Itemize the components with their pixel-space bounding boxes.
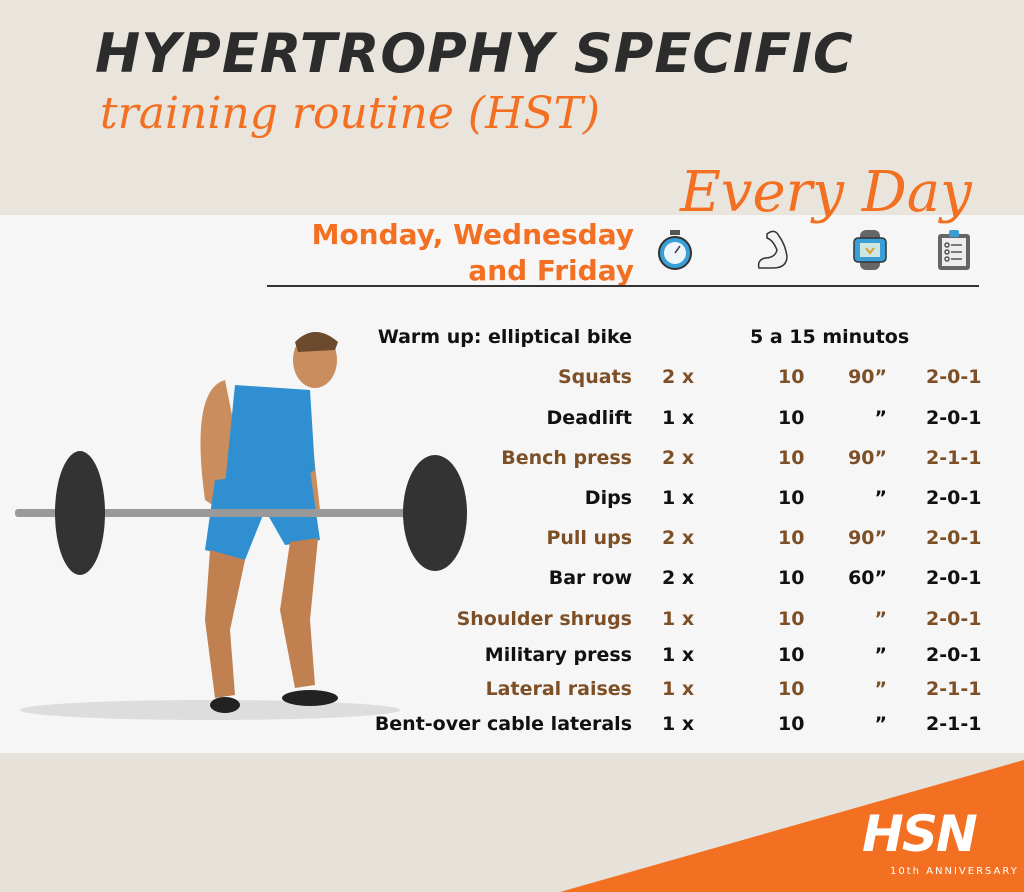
cell-tempo: 2-0-1 <box>926 644 982 666</box>
cell-rest: ” <box>874 487 888 509</box>
days-line-2: and Friday <box>468 254 634 287</box>
cell-rest: ” <box>874 644 888 666</box>
cell-rest: 90” <box>848 447 887 469</box>
cell-rest: ” <box>874 678 888 700</box>
exercise-row: Military press 1 x 10 ” 2-0-1 <box>0 640 1024 670</box>
cell-exercise: Squats <box>557 366 632 388</box>
cell-reps: 10 <box>778 644 805 666</box>
cell-exercise: Bent-over cable laterals <box>374 713 632 735</box>
cell-exercise: Bar row <box>548 567 632 589</box>
cell-tempo: 2-0-1 <box>926 527 982 549</box>
exercise-row: Deadlift 1 x 10 ” 2-0-1 <box>0 403 1024 433</box>
cell-sets: 1 x <box>662 608 695 630</box>
frequency-label: Every Day <box>680 160 972 225</box>
exercise-row: Lateral raises 1 x 10 ” 2-1-1 <box>0 674 1024 704</box>
cell-exercise: Bench press <box>501 447 632 469</box>
cell-exercise: Lateral raises <box>485 678 632 700</box>
cell-exercise: Pull ups <box>546 527 632 549</box>
page-title: HYPERTROPHY SPECIFIC <box>95 22 854 85</box>
cell-reps: 10 <box>778 527 805 549</box>
cell-tempo: 2-1-1 <box>926 713 982 735</box>
header-divider <box>267 285 979 287</box>
warmup-exercise: Warm up: elliptical bike <box>377 326 632 348</box>
cell-reps: 10 <box>778 608 805 630</box>
cell-exercise: Dips <box>584 487 632 509</box>
cell-tempo: 2-0-1 <box>926 567 982 589</box>
smartwatch-heart-icon <box>853 230 887 270</box>
cell-rest: ” <box>874 407 888 429</box>
cell-sets: 1 x <box>662 713 695 735</box>
cell-reps: 10 <box>778 678 805 700</box>
stopwatch-icon <box>658 230 692 270</box>
training-days: Monday, Wednesday and Friday <box>312 217 634 289</box>
cell-reps: 10 <box>778 407 805 429</box>
cell-reps: 10 <box>778 713 805 735</box>
cell-rest: 90” <box>848 366 887 388</box>
cell-tempo: 2-0-1 <box>926 407 982 429</box>
cell-sets: 1 x <box>662 678 695 700</box>
cell-sets: 2 x <box>662 366 695 388</box>
warmup-duration: 5 a 15 minutos <box>750 326 910 348</box>
cell-sets: 2 x <box>662 447 695 469</box>
cell-reps: 10 <box>778 567 805 589</box>
cell-exercise: Deadlift <box>546 407 632 429</box>
logo-text: HSN <box>862 805 978 863</box>
athlete-barbell-row-illustration <box>15 332 467 720</box>
cell-sets: 2 x <box>662 527 695 549</box>
anniversary-tagline: 10th ANNIVERSARY <box>890 866 1019 877</box>
warmup-row: Warm up: elliptical bike 5 a 15 minutos <box>0 322 1024 352</box>
cell-rest: 60” <box>848 567 887 589</box>
cell-tempo: 2-1-1 <box>926 678 982 700</box>
cell-sets: 1 x <box>662 487 695 509</box>
routine-panel <box>0 215 1024 753</box>
cell-rest: ” <box>874 713 888 735</box>
exercise-row: Bent-over cable laterals 1 x 10 ” 2-1-1 <box>0 709 1024 739</box>
exercise-row: Shoulder shrugs 1 x 10 ” 2-0-1 <box>0 604 1024 634</box>
cell-sets: 1 x <box>662 407 695 429</box>
exercise-row: Bench press 2 x 10 90” 2-1-1 <box>0 443 1024 473</box>
page-subtitle: training routine (HST) <box>100 88 601 139</box>
cell-tempo: 2-0-1 <box>926 487 982 509</box>
cell-reps: 10 <box>778 447 805 469</box>
clipboard-checklist-icon <box>938 230 970 270</box>
cell-rest: ” <box>874 608 888 630</box>
cell-reps: 10 <box>778 366 805 388</box>
cell-tempo: 2-0-1 <box>926 608 982 630</box>
exercise-row: Squats 2 x 10 90” 2-0-1 <box>0 362 1024 392</box>
cell-tempo: 2-0-1 <box>926 366 982 388</box>
cell-exercise: Shoulder shrugs <box>456 608 632 630</box>
days-line-1: Monday, Wednesday <box>311 218 634 251</box>
header-background <box>0 0 1024 215</box>
cell-sets: 1 x <box>662 644 695 666</box>
cell-reps: 10 <box>778 487 805 509</box>
exercise-row: Bar row 2 x 10 60” 2-0-1 <box>0 563 1024 593</box>
cell-exercise: Military press <box>484 644 632 666</box>
cell-sets: 2 x <box>662 567 695 589</box>
cell-rest: 90” <box>848 527 887 549</box>
exercise-row: Dips 1 x 10 ” 2-0-1 <box>0 483 1024 513</box>
hsn-logo: HSN <box>862 805 978 863</box>
cell-tempo: 2-1-1 <box>926 447 982 469</box>
flexed-bicep-icon <box>757 230 788 269</box>
exercise-row: Pull ups 2 x 10 90” 2-0-1 <box>0 523 1024 553</box>
